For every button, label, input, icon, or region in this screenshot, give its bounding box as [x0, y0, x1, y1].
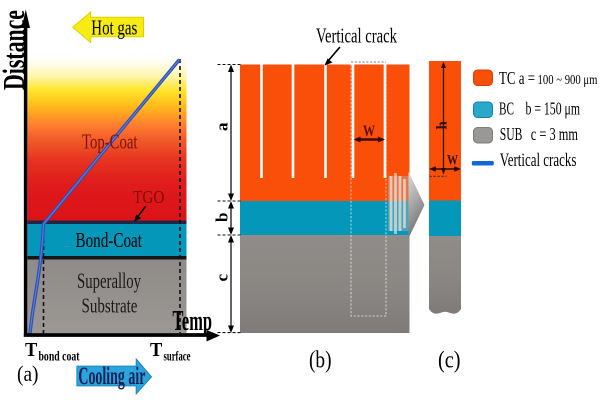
svg-text:b: b: [213, 213, 232, 222]
svg-text:Top-Coat: Top-Coat: [82, 130, 138, 154]
svg-text:SUB: SUB: [500, 124, 523, 144]
svg-text:Bond-Coat: Bond-Coat: [76, 228, 143, 252]
svg-text:T: T: [25, 339, 38, 361]
svg-text:bond coat: bond coat: [39, 349, 80, 364]
svg-text:Cooling air: Cooling air: [78, 363, 145, 390]
svg-text:Superalloy: Superalloy: [77, 268, 141, 293]
svg-text:Vertical crack: Vertical crack: [316, 24, 397, 48]
svg-text:W: W: [447, 153, 458, 169]
svg-text:c: c: [213, 274, 232, 282]
svg-text:a: a: [213, 122, 232, 131]
svg-text:W: W: [363, 123, 375, 140]
svg-text:T: T: [150, 339, 163, 361]
svg-text:Vertical cracks: Vertical cracks: [500, 151, 577, 171]
svg-text:BC: BC: [499, 99, 514, 119]
svg-text:Temp: Temp: [173, 305, 213, 337]
svg-text:Distance: Distance: [0, 10, 31, 90]
svg-text:h: h: [434, 121, 450, 130]
svg-text:TC a =: TC a =: [499, 68, 535, 88]
svg-text:(b): (b): [309, 348, 332, 374]
svg-text:surface: surface: [164, 349, 191, 364]
svg-text:100 ~ 900 μm: 100 ~ 900 μm: [538, 73, 598, 88]
svg-text:TGO: TGO: [133, 187, 165, 207]
svg-text:b = 150 μm: b = 150 μm: [526, 99, 581, 119]
svg-text:(a): (a): [17, 361, 39, 386]
svg-text:Hot gas: Hot gas: [91, 16, 137, 40]
svg-text:(c): (c): [438, 348, 461, 374]
svg-text:Substrate: Substrate: [82, 294, 138, 318]
svg-text:c = 3 mm: c = 3 mm: [531, 124, 578, 144]
